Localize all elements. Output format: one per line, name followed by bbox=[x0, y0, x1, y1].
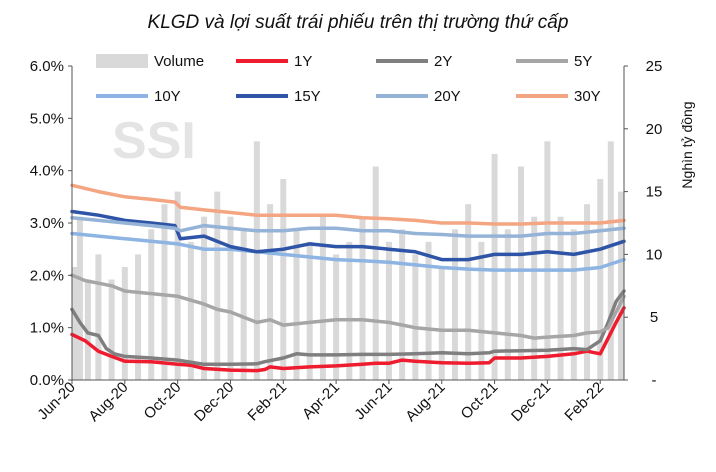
volume-bar bbox=[504, 229, 511, 380]
y-tick-label: 4.0% bbox=[30, 163, 64, 180]
y-tick-label: 0.0% bbox=[30, 372, 64, 389]
series-line-20y bbox=[70, 216, 626, 238]
x-tick-label: Jun-21 bbox=[351, 379, 395, 423]
x-tick-label: Feb-21 bbox=[244, 379, 290, 425]
series-line-10y bbox=[70, 231, 626, 272]
series-line-5y bbox=[70, 273, 626, 340]
volume-bar bbox=[108, 279, 115, 380]
volume-bar bbox=[385, 241, 392, 380]
volume-bar bbox=[84, 279, 91, 380]
volume-bar bbox=[372, 166, 379, 380]
series-line-15y bbox=[70, 209, 626, 262]
chart-title: KLGD và lợi suất trái phiếu trên thị trư… bbox=[148, 12, 569, 33]
y2-tick-label: 15 bbox=[646, 184, 663, 201]
volume-bar bbox=[399, 229, 406, 380]
volume-bar bbox=[412, 254, 419, 380]
y-tick-label: 2.0% bbox=[30, 267, 64, 284]
legend-label: Volume bbox=[154, 53, 204, 70]
volume-bars bbox=[72, 141, 624, 380]
legend-label: 20Y bbox=[434, 88, 461, 105]
x-tick-label: Feb-22 bbox=[561, 379, 607, 425]
volume-bar bbox=[478, 241, 485, 380]
volume-bar bbox=[121, 266, 128, 380]
volume-bar bbox=[72, 266, 78, 380]
volume-bar bbox=[557, 216, 564, 380]
volume-bar bbox=[333, 254, 340, 380]
volume-bar bbox=[148, 229, 155, 380]
series-line-2y bbox=[70, 289, 626, 367]
volume-bar bbox=[174, 191, 181, 380]
volume-bar bbox=[76, 216, 83, 380]
watermark: SSI bbox=[112, 112, 196, 170]
volume-bar bbox=[544, 141, 551, 380]
volume-bar bbox=[187, 241, 194, 380]
volume-bar bbox=[319, 216, 326, 380]
y-tick-label: 1.0% bbox=[30, 320, 64, 337]
volume-bar bbox=[240, 229, 247, 380]
series-line-1y bbox=[70, 306, 626, 373]
x-tick-label: Aug-21 bbox=[402, 379, 448, 425]
y2-tick-label: 5 bbox=[650, 309, 658, 326]
y-tick-label: 3.0% bbox=[30, 215, 64, 232]
volume-bar bbox=[293, 229, 300, 380]
volume-bar bbox=[531, 216, 538, 380]
volume-bar bbox=[267, 204, 274, 380]
volume-bar bbox=[346, 241, 353, 380]
x-tick-label: Oct-20 bbox=[141, 379, 185, 423]
y2-tick-label: 25 bbox=[646, 58, 663, 75]
volume-bar bbox=[280, 179, 287, 380]
y2-tick-label: 20 bbox=[646, 121, 663, 138]
volume-bar bbox=[161, 204, 168, 380]
legend-label: 2Y bbox=[434, 53, 452, 70]
volume-bar bbox=[570, 229, 577, 380]
volume-bar bbox=[253, 141, 260, 380]
legend-label: 1Y bbox=[294, 53, 312, 70]
x-tick-label: Oct-21 bbox=[458, 379, 502, 423]
y2-tick-label: - bbox=[652, 372, 657, 389]
volume-bar bbox=[584, 204, 591, 380]
y2-tick-label: 10 bbox=[646, 246, 663, 263]
legend: Volume 1Y 2Y 5Y 10Y 15Y 20Y 30Y bbox=[96, 53, 601, 105]
x-tick-label: Dec-21 bbox=[508, 379, 554, 425]
legend-label: 30Y bbox=[574, 88, 601, 105]
volume-bar bbox=[227, 216, 234, 380]
volume-bar bbox=[618, 191, 624, 380]
y-tick-label: 5.0% bbox=[30, 110, 64, 127]
y2-axis-label: Nghìn tỷ đồng bbox=[679, 101, 695, 188]
volume-bar bbox=[425, 241, 432, 380]
legend-label: 15Y bbox=[294, 88, 321, 105]
volume-bar bbox=[607, 141, 614, 380]
volume-bar bbox=[359, 216, 366, 380]
series-lines bbox=[70, 183, 626, 373]
volume-bar bbox=[214, 191, 221, 380]
volume-bar bbox=[517, 166, 524, 380]
volume-bar bbox=[135, 254, 142, 380]
volume-bar bbox=[451, 229, 458, 380]
series-line-30y bbox=[70, 183, 626, 226]
volume-bar bbox=[491, 153, 498, 380]
x-tick-label: Aug-20 bbox=[85, 379, 131, 425]
volume-bar bbox=[201, 216, 208, 380]
y-tick-label: 6.0% bbox=[30, 58, 64, 75]
legend-swatch-volume bbox=[96, 54, 148, 68]
x-tick-label: Apr-21 bbox=[299, 379, 343, 423]
volume-bar bbox=[465, 204, 472, 380]
volume-bar bbox=[306, 241, 313, 380]
volume-bar bbox=[95, 254, 102, 380]
legend-label: 10Y bbox=[154, 88, 181, 105]
x-tick-label: Dec-20 bbox=[191, 379, 237, 425]
legend-label: 5Y bbox=[574, 53, 592, 70]
volume-bar bbox=[597, 179, 604, 380]
volume-bar bbox=[438, 266, 445, 380]
